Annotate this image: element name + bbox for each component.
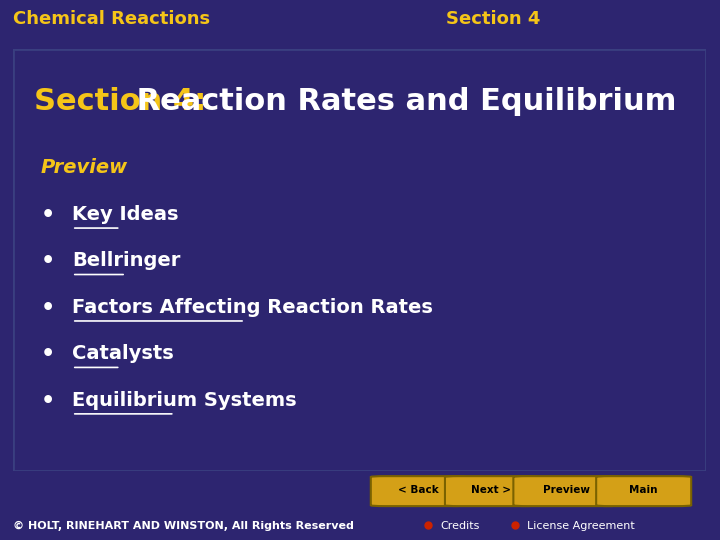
FancyBboxPatch shape	[371, 476, 466, 506]
Text: < Back: < Back	[398, 485, 438, 495]
FancyBboxPatch shape	[513, 476, 620, 506]
Text: Factors Affecting Reaction Rates: Factors Affecting Reaction Rates	[72, 298, 433, 317]
Text: Credits: Credits	[441, 521, 480, 531]
Text: Main: Main	[629, 485, 658, 495]
Text: Preview: Preview	[543, 485, 590, 495]
Text: Bellringer: Bellringer	[72, 251, 180, 271]
Text: •: •	[41, 344, 55, 364]
Text: •: •	[41, 205, 55, 225]
Text: •: •	[41, 298, 55, 318]
Text: License Agreement: License Agreement	[527, 521, 635, 531]
Text: Section 4: Section 4	[446, 10, 541, 29]
Text: Next >: Next >	[471, 485, 511, 495]
FancyBboxPatch shape	[445, 476, 537, 506]
Text: Preview: Preview	[41, 158, 128, 178]
FancyBboxPatch shape	[596, 476, 691, 506]
Text: Section 4:: Section 4:	[34, 86, 206, 116]
Text: •: •	[41, 251, 55, 271]
Text: Equilibrium Systems: Equilibrium Systems	[72, 390, 297, 410]
Text: •: •	[41, 390, 55, 410]
Text: Key Ideas: Key Ideas	[72, 205, 179, 224]
Text: Catalysts: Catalysts	[72, 344, 174, 363]
Text: Reaction Rates and Equilibrium: Reaction Rates and Equilibrium	[126, 86, 676, 116]
Text: Chemical Reactions: Chemical Reactions	[13, 10, 210, 29]
Text: © HOLT, RINEHART AND WINSTON, All Rights Reserved: © HOLT, RINEHART AND WINSTON, All Rights…	[13, 521, 354, 531]
